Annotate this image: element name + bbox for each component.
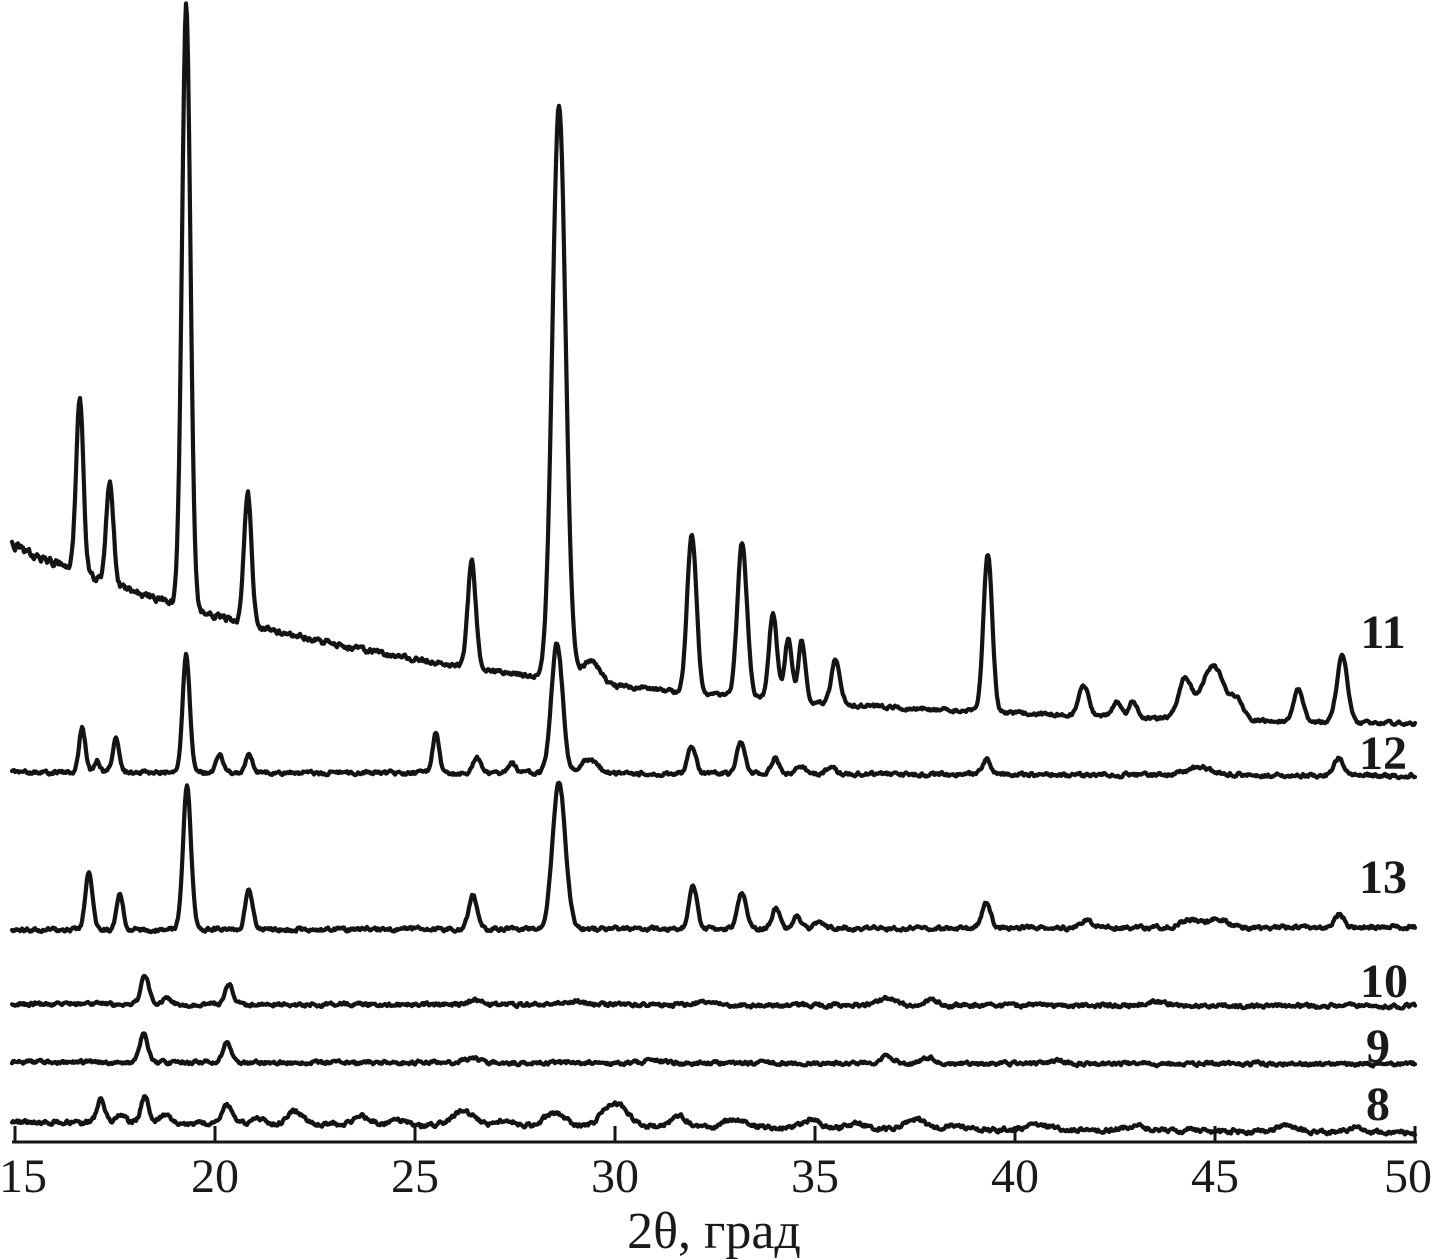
xrd-curve-9 — [9, 1031, 1418, 1069]
curve-label-11: 11 — [1360, 606, 1405, 659]
x-tick-label-45: 45 — [1191, 1150, 1239, 1203]
x-axis-group — [12, 1126, 1417, 1144]
x-tick-label-25: 25 — [391, 1150, 439, 1203]
x-tick-label-50: 50 — [1384, 1150, 1432, 1203]
curve-label-10: 10 — [1360, 955, 1408, 1008]
curve-label-8: 8 — [1366, 1078, 1390, 1131]
x-axis-title: 2θ, град — [627, 1203, 801, 1260]
x-tick-label-20: 20 — [191, 1150, 239, 1203]
curve-label-9: 9 — [1366, 1020, 1390, 1073]
x-tick-label-35: 35 — [791, 1150, 839, 1203]
labels-group: 15 20 25 30 35 40 45 50 11 12 13 10 98 — [0, 606, 1432, 1203]
x-tick-label-15: 15 — [0, 1150, 47, 1203]
xrd-curve-10 — [9, 973, 1418, 1011]
xrd-curve-13 — [9, 780, 1418, 935]
xrd-curve-11 — [9, 1, 1418, 728]
curve-label-13: 13 — [1359, 851, 1407, 904]
x-tick-label-30: 30 — [591, 1150, 639, 1203]
xrd-curves-group — [9, 1, 1418, 1137]
curve-label-12: 12 — [1359, 727, 1407, 780]
xrd-curve-12 — [9, 641, 1418, 781]
x-tick-label-40: 40 — [991, 1150, 1039, 1203]
xrd-curve-8 — [9, 1094, 1418, 1137]
